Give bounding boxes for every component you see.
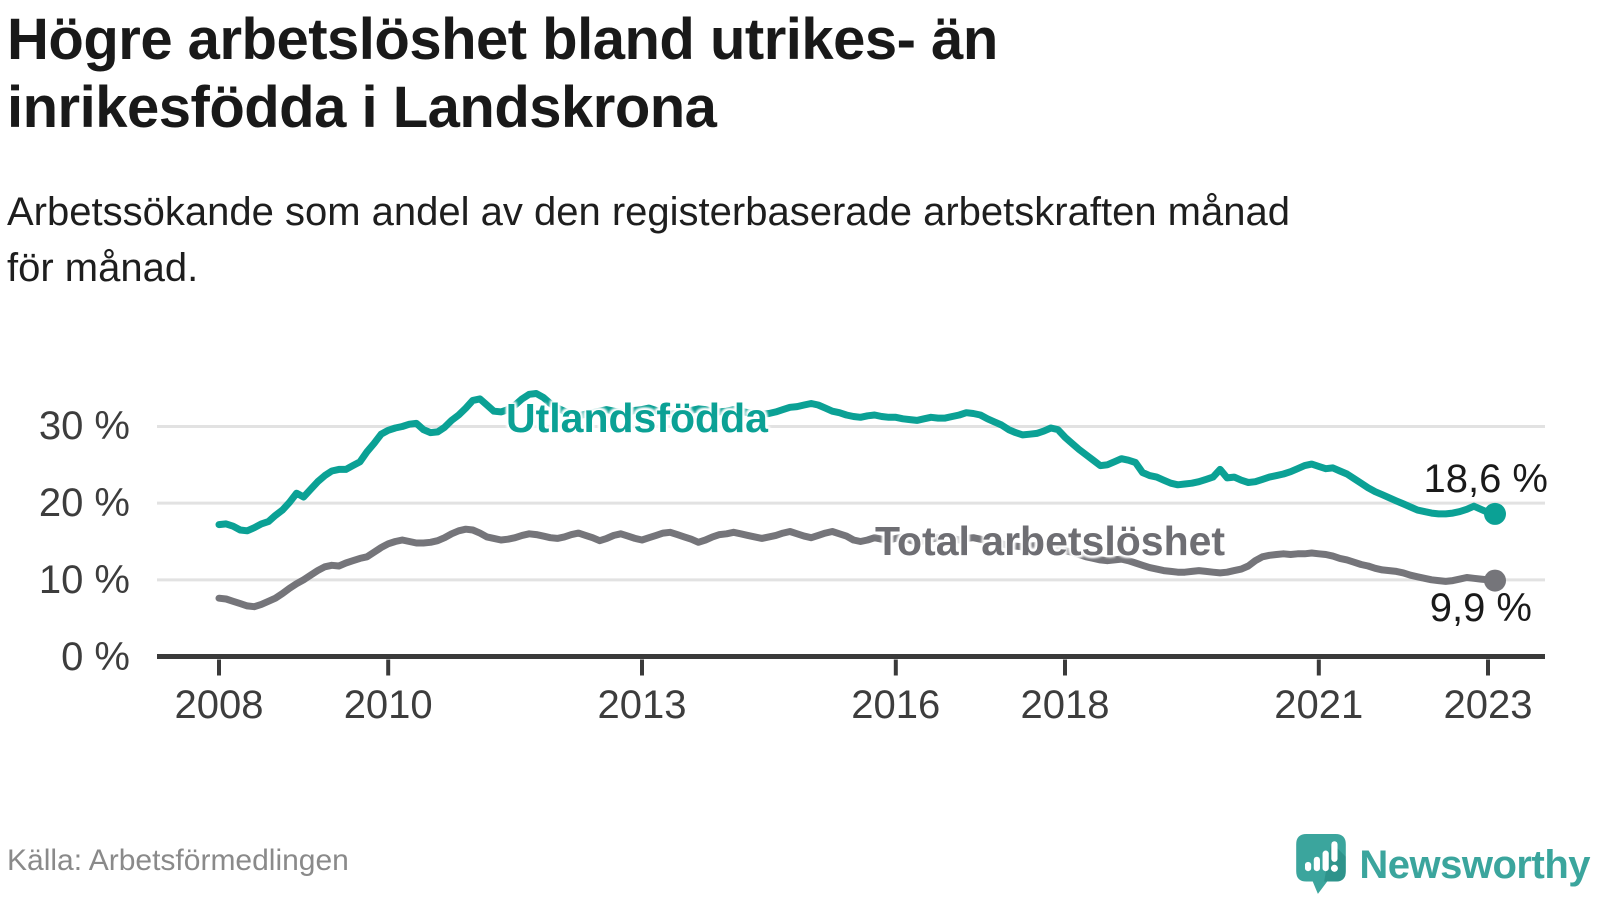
chart-subtitle: Arbetssökande som andel av den registerb… — [7, 184, 1567, 296]
newsworthy-bubble-chart-icon — [1296, 834, 1347, 894]
series-label-total-arbetsloshet: Total arbetslöshet — [875, 518, 1226, 564]
end-value-label-total: 9,9 % — [1429, 586, 1532, 630]
x-axis-label: 2016 — [851, 683, 941, 727]
x-axis-label: 2013 — [597, 683, 687, 727]
end-value-label-utlandsfodda: 18,6 % — [1423, 457, 1548, 501]
newsworthy-logo: Newsworthy — [1296, 834, 1590, 896]
y-axis-label: 10 % — [38, 557, 130, 602]
bubble-inner-shadow — [1324, 842, 1347, 882]
title-line-1: Högre arbetslöshet bland utrikes- än — [7, 7, 998, 72]
source-note: Källa: Arbetsförmedlingen — [7, 844, 349, 877]
y-axis-label: 0 % — [61, 634, 130, 679]
x-axis-label: 2021 — [1274, 683, 1364, 727]
x-axis-label: 2010 — [343, 683, 433, 727]
bar-chart-glyph — [1305, 841, 1339, 872]
subtitle-line-2: för månad. — [7, 246, 199, 290]
title-line-2: inrikesfödda i Landskrona — [7, 75, 717, 140]
x-axis-label: 2018 — [1020, 683, 1110, 727]
x-axis-label: 2008 — [174, 683, 264, 727]
series-end-dot-0 — [1484, 502, 1506, 525]
x-axis-label: 2023 — [1443, 683, 1533, 727]
y-axis-label: 20 % — [38, 481, 130, 526]
newsworthy-wordmark: Newsworthy — [1359, 842, 1590, 887]
series-line-0 — [215, 390, 1499, 535]
y-axis-label: 30 % — [38, 404, 130, 449]
series-end-dot-1 — [1484, 569, 1506, 592]
series-line-1 — [215, 525, 1499, 611]
page-title: Högre arbetslöshet bland utrikes- än inr… — [7, 6, 1427, 142]
subtitle-line-1: Arbetssökande som andel av den registerb… — [7, 190, 1290, 234]
series-label-utlandsfodda: Utlandsfödda — [506, 395, 768, 441]
